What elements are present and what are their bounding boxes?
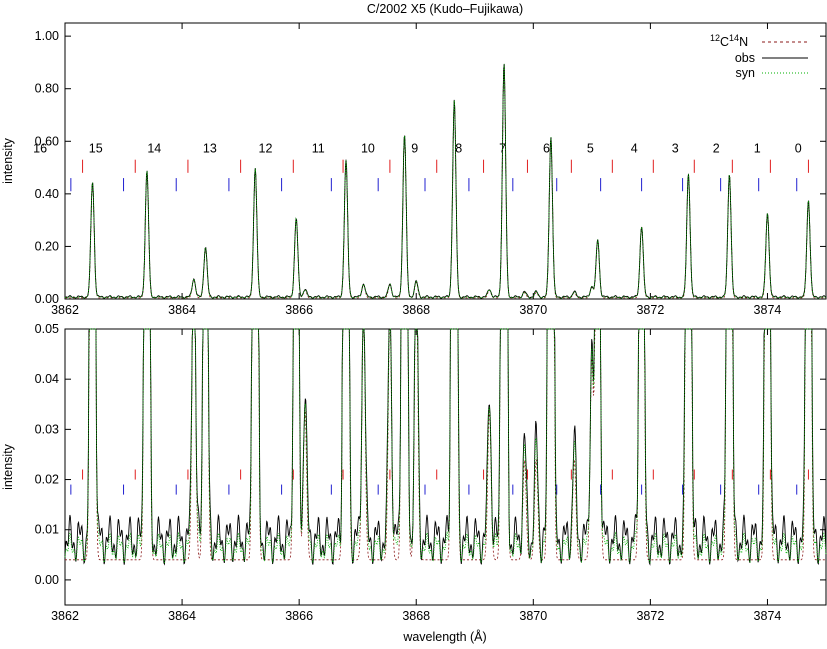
band-label: 10 (361, 141, 375, 155)
band-label: 11 (312, 141, 325, 155)
top-ytick-label: 0.60 (35, 134, 59, 148)
band-label: 0 (795, 141, 802, 155)
bottom-syn-line (64, 328, 827, 565)
band-label: 9 (411, 141, 418, 155)
band-label: 8 (455, 141, 462, 155)
legend: 12C14N obs syn (710, 33, 808, 80)
bottom-plot-frame (64, 328, 827, 606)
bottom-panel: 3862 3864 3866 3868 3870 3872 3874 0.00 0.01 0.02… (1, 322, 827, 644)
top-xtick-label: 3870 (519, 303, 547, 317)
bottom-xtick-label: 3864 (168, 609, 196, 623)
legend-obs-label: obs (735, 51, 755, 65)
bottom-xlabel: wavelength (Å) (402, 629, 486, 644)
chart-title: C/2002 X5 (Kudo–Fujikawa) (367, 2, 523, 16)
top-xtick-label: 3872 (636, 303, 664, 317)
band-label: 13 (203, 141, 217, 155)
band-label: 6 (543, 141, 550, 155)
top-line-marks (70, 159, 809, 192)
bottom-ytick-label: 0.01 (35, 523, 59, 537)
top-ytick-label: 1.00 (35, 29, 59, 43)
band-label: 1 (754, 141, 761, 155)
top-ytick-label: 0.40 (35, 187, 59, 201)
top-panel: 3862 3864 3866 3868 3870 3872 38740.000.200.40… (1, 22, 827, 317)
band-label: 12 (259, 141, 273, 155)
top-band-labels: 16 15 14 13 12 11 10 9 8 7 6 5 4 3 2 1 0 (33, 141, 802, 155)
bottom-xtick-label: 3868 (402, 609, 430, 623)
band-label: 16 (33, 141, 47, 155)
top-xtick-label: 3866 (285, 303, 313, 317)
legend-cn-c: C (720, 35, 729, 49)
legend-cn-label: 12C14N (710, 33, 748, 49)
bottom-ytick-label: 0.04 (35, 372, 59, 386)
top-axis-ticks: 3862 3864 3866 3868 3870 3872 38740.000.200.40… (35, 23, 826, 317)
top-xtick-label: 3862 (51, 303, 79, 317)
legend-cn-sup1: 12 (710, 33, 720, 43)
bottom-xtick-label: 3862 (51, 609, 79, 623)
bottom-spectra (64, 328, 827, 566)
bottom-ylabel: intensity (1, 443, 15, 490)
band-label: 3 (672, 141, 679, 155)
top-xtick-label: 3868 (402, 303, 430, 317)
bottom-ytick-label: 0.00 (35, 573, 59, 587)
band-label: 15 (89, 141, 103, 155)
top-plot-frame (64, 22, 827, 300)
legend-cn-sup2: 14 (729, 33, 739, 43)
top-ytick-label: 0.80 (35, 82, 59, 96)
top-obs-line (64, 63, 827, 299)
top-syn-line (64, 64, 827, 299)
top-cn-line (65, 65, 826, 299)
top-xtick-label: 3864 (168, 303, 196, 317)
bottom-xtick-label: 3874 (754, 609, 782, 623)
bottom-xtick-label: 3866 (285, 609, 313, 623)
top-ylabel: intensity (1, 137, 15, 184)
band-label: 14 (147, 141, 161, 155)
top-xtick-label: 3874 (754, 303, 782, 317)
top-ytick-label: 0.00 (35, 292, 59, 306)
top-ytick-label: 0.20 (35, 239, 59, 253)
bottom-ytick-label: 0.02 (35, 473, 59, 487)
legend-syn-label: syn (736, 66, 756, 80)
band-label: 5 (587, 141, 594, 155)
legend-cn-n: N (739, 35, 748, 49)
bottom-xtick-label: 3870 (519, 609, 547, 623)
band-label: 4 (631, 141, 638, 155)
bottom-axis-ticks: 3862 3864 3866 3868 3870 3872 3874 0.00 0.01 0.02… (35, 322, 826, 623)
bottom-ytick-label: 0.03 (35, 422, 59, 436)
bottom-xtick-label: 3872 (636, 609, 664, 623)
bottom-line-marks (70, 469, 809, 495)
top-spectra (64, 63, 827, 299)
bottom-obs-line (64, 328, 827, 566)
band-label: 2 (713, 141, 720, 155)
bottom-ytick-label: 0.05 (35, 322, 59, 336)
